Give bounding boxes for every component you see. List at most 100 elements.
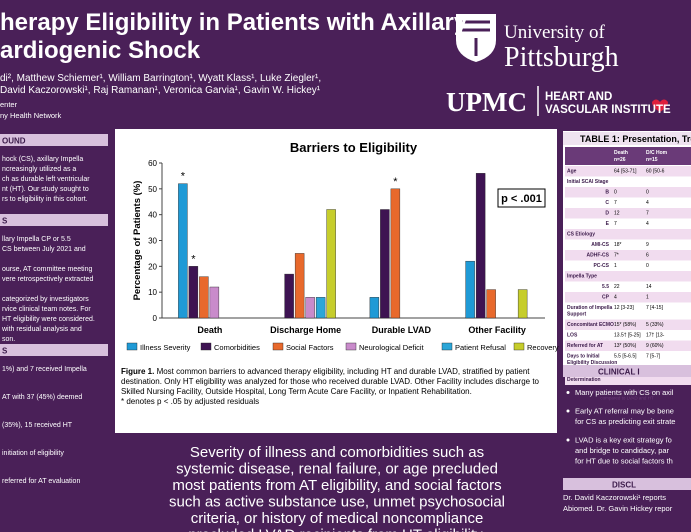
authors: David Kaczorowski¹, Raj Ramanan¹, Veroni… — [0, 85, 321, 96]
authors: di², Matthew Schiemer¹, William Barringt… — [0, 73, 321, 84]
table-cell: 7 — [646, 211, 649, 217]
table-cell: 0 — [614, 190, 617, 196]
legend-label: Recovery — [527, 343, 559, 352]
table-cell: 22 — [614, 284, 620, 290]
table-cell: 9 — [646, 242, 649, 248]
table-row-bg — [565, 260, 691, 271]
table-cell: 0 — [646, 263, 649, 269]
legend-swatch — [441, 342, 453, 351]
table-row-bg — [565, 239, 691, 250]
table-row-label: D — [605, 211, 609, 217]
upmc: UPMC — [446, 87, 527, 117]
caption-label: Figure 1. — [121, 367, 154, 376]
bullet — [566, 409, 570, 413]
caption-text: * denotes p < .05 by adjusted residuals — [121, 397, 259, 406]
table-row-label: Referred for AT — [567, 343, 603, 349]
table-row-label: Age — [567, 169, 577, 175]
table-note: compared to LVAD and HT — [600, 396, 654, 401]
table-title-bg — [563, 132, 691, 145]
table-cell: 12 — [614, 211, 620, 217]
section-header — [0, 214, 108, 226]
table-cell: 5 (33%) — [646, 322, 664, 328]
significance-marker: * — [191, 253, 196, 265]
table-row-bg — [565, 187, 691, 198]
significance-marker: * — [181, 171, 186, 183]
y-tick-label: 60 — [148, 159, 157, 168]
table-row-bg — [565, 330, 691, 341]
table-cell: 15* (58%) — [614, 322, 637, 328]
body-text: hock (CS), axillary Impella — [2, 156, 83, 163]
table-row-label: AMI-CS — [591, 242, 609, 248]
section-header — [563, 478, 691, 490]
legend-swatch — [513, 342, 525, 351]
affiliation: enter — [0, 100, 18, 109]
table-row-label: Support — [567, 312, 586, 318]
body-text: 1%) and 7 received Impella — [2, 366, 87, 373]
legend-swatch — [126, 342, 138, 351]
legend-label: Neurological Deficit — [359, 343, 425, 352]
body-text: with residual analysis and — [1, 326, 82, 333]
table-row-label: PC-CS — [593, 263, 609, 269]
table-row-bg — [565, 218, 691, 229]
body-text: rvice clinical team notes. For — [2, 306, 91, 313]
section-heading: S — [2, 347, 8, 356]
title: ardiogenic Shock — [0, 37, 201, 64]
table-cell: 7 — [614, 200, 617, 206]
bar — [294, 253, 305, 319]
table-cell: 7 — [614, 221, 617, 227]
caption-text: destination. Only HT eligibility was ana… — [121, 377, 540, 386]
table-cell: 4 — [646, 200, 649, 206]
caption: * denotes p < .05 by adjusted residuals — [121, 397, 259, 406]
legend-label: Comorbidities — [214, 343, 260, 352]
body-text: AT with 37 (45%) deemed — [2, 394, 82, 401]
body-text: son. — [2, 336, 15, 343]
summary: precluded LVAD recipients from HT eligib… — [188, 527, 485, 532]
bullet-text: LVAD is a key exit strategy fo — [575, 436, 672, 445]
section-heading: DISCL — [612, 481, 636, 490]
table-row-label: 5.5 — [602, 284, 609, 290]
table-row-bg — [565, 281, 691, 292]
table-row-bg — [565, 319, 691, 330]
caption: Skilled Nursing Facility, Outside Hospit… — [121, 387, 472, 396]
body-text: CS between July 2021 and — [2, 246, 86, 253]
x-tick-label: Discharge Home — [270, 325, 341, 335]
table-cell: 7 [5-7] — [646, 354, 661, 360]
legend-label: Illness Severity — [140, 343, 191, 352]
bar — [178, 183, 188, 319]
university-name: University of — [504, 22, 605, 43]
bullet — [566, 438, 570, 442]
table-column: n=26 — [614, 157, 626, 163]
institute: HEART AND — [545, 91, 612, 103]
bar — [465, 260, 475, 319]
table-row-bg — [565, 166, 691, 177]
table-title: TABLE 1: Presentation, Tre — [580, 134, 691, 144]
bar — [315, 297, 326, 319]
bar — [326, 209, 336, 319]
y-tick-label: 50 — [148, 185, 157, 194]
body-text: categorized by investigators — [2, 296, 89, 303]
y-tick-label: 0 — [153, 314, 158, 323]
table-column: Death — [614, 150, 628, 156]
table-cell: 5.5 [5-6.5] — [614, 354, 637, 360]
chart-title: Barriers to Eligibility — [290, 140, 418, 155]
table-row-label: E — [606, 221, 610, 227]
table-row-bg — [565, 340, 691, 351]
table-cell: 1 — [614, 263, 617, 269]
bar — [284, 273, 294, 319]
bullet-text: for CS as predicting exit strate — [575, 417, 675, 426]
table-row-bg — [565, 271, 691, 282]
table-row-label: Impella Type — [567, 274, 597, 280]
table-cell: 17† [13- — [646, 333, 665, 339]
x-tick-label: Other Facility — [468, 325, 526, 335]
legend-label: Social Factors — [286, 343, 334, 352]
body-text: vere retrospectively extracted — [2, 276, 94, 283]
table-row-label: Days to Initial — [567, 354, 600, 360]
table-note: *p<0.05 by adjusted residuals, by pairwi… — [582, 389, 673, 394]
section-header — [563, 365, 691, 377]
caption: destination. Only HT eligibility was ana… — [121, 377, 540, 386]
caption: Figure 1. Most common barriers to advanc… — [121, 367, 530, 376]
summary: such as active substance use, unmet psyc… — [169, 494, 505, 511]
affiliation: ny Health Network — [0, 111, 62, 120]
